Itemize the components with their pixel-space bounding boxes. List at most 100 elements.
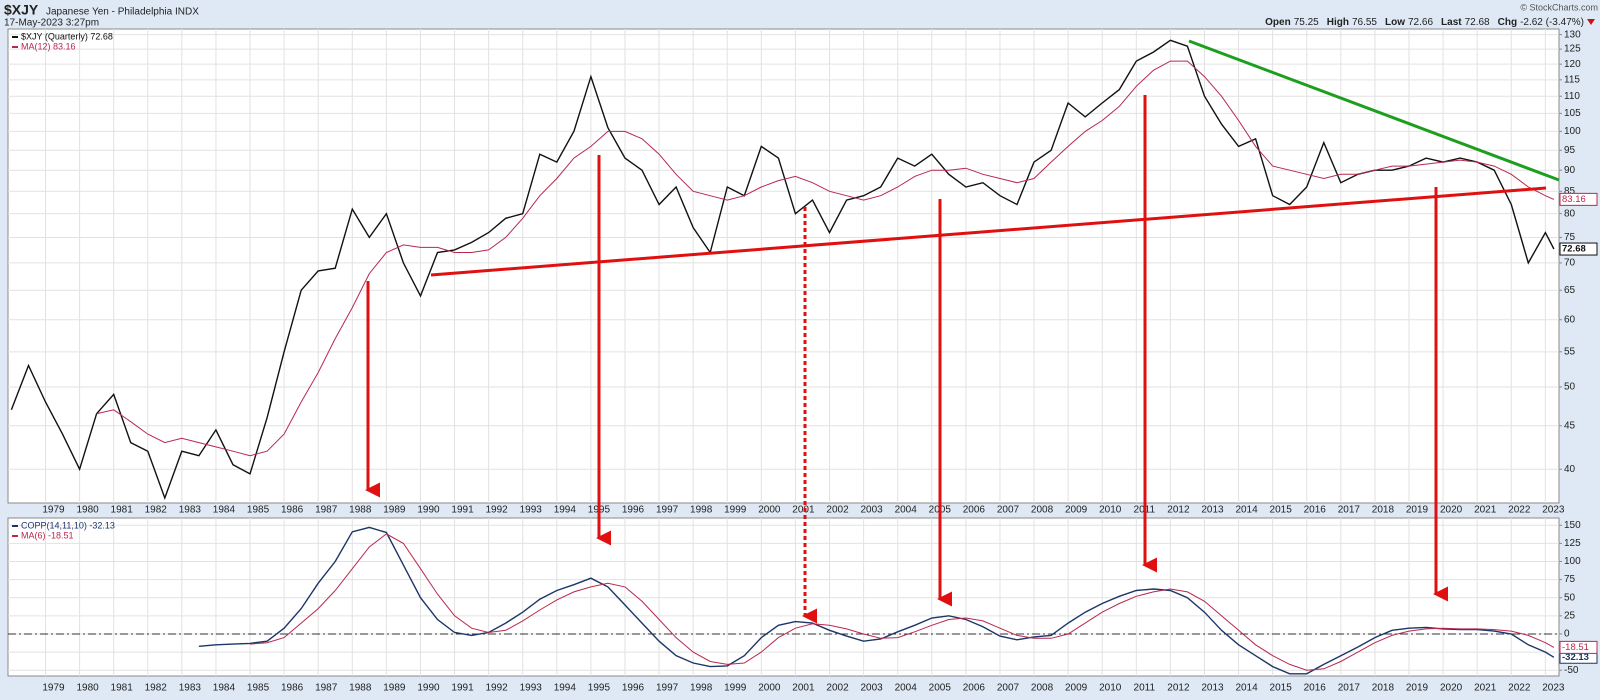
symbol: $XJY [4, 2, 39, 18]
legend-label: MA(12) 83.16 [21, 41, 76, 51]
x-tick-label: 2011 [1134, 683, 1156, 694]
value-tag: -32.13 [1562, 652, 1589, 663]
x-tick-label: 1989 [383, 505, 406, 516]
x-tick-label: 1991 [451, 683, 474, 694]
x-tick-label: 1981 [111, 505, 134, 516]
x-tick-label: 2014 [1235, 683, 1258, 694]
y-tick-label: -50 [1564, 665, 1579, 676]
x-tick-label: 1998 [690, 505, 713, 516]
y-tick-label: 25 [1564, 610, 1576, 621]
y-tick-label: 150 [1564, 520, 1581, 531]
x-tick-label: 2020 [1440, 683, 1463, 694]
y-tick-label: 125 [1564, 538, 1581, 549]
y-tick-label: 55 [1564, 346, 1576, 357]
value-tag-box [1559, 640, 1598, 654]
y-tick-label: 90 [1564, 165, 1576, 176]
x-tick-label: 2017 [1338, 683, 1361, 694]
x-tick-label: 2006 [963, 683, 986, 694]
legend-label: MA(6) -18.51 [21, 530, 74, 540]
x-tick-label: 2019 [1406, 683, 1429, 694]
quote-label: High [1327, 17, 1349, 28]
x-tick-label: 1996 [622, 683, 645, 694]
x-tick-label: 1980 [76, 505, 99, 516]
y-tick-label: 100 [1564, 126, 1581, 137]
value-tag: 83.16 [1562, 194, 1586, 205]
annotations [365, 39, 1560, 624]
x-tick-label: 1981 [111, 683, 134, 694]
y-tick-label: 50 [1564, 592, 1576, 603]
value-tag-box [1559, 192, 1598, 206]
x-tick-label: 2007 [997, 683, 1020, 694]
date: 17-May-2023 3:27pm [4, 18, 99, 29]
trend-line [1188, 39, 1560, 182]
series-line [198, 526, 1555, 675]
x-tick-label: 2021 [1474, 505, 1497, 516]
x-tick-label: 2016 [1304, 683, 1327, 694]
y-tick-label: 70 [1564, 258, 1576, 269]
x-tick-label: 1999 [724, 505, 747, 516]
quote-label: Low [1385, 17, 1405, 28]
x-tick-label: 1986 [281, 505, 304, 516]
x-tick-label: 1990 [417, 505, 440, 516]
quote: Open 75.25 High 76.55 Low 72.66 Last 72.68 Chg -2… [1265, 17, 1584, 28]
quote-value: -2.62 (-3.47%) [1520, 17, 1584, 28]
x-tick-label: 2021 [1474, 683, 1497, 694]
y-tick-label: 100 [1564, 556, 1581, 567]
x-tick-label: 1986 [281, 683, 304, 694]
quote-value: 72.66 [1408, 17, 1433, 28]
y-tick-label: 130 [1564, 29, 1581, 40]
x-tick-label: 2002 [826, 505, 849, 516]
x-tick-label: 2018 [1372, 505, 1395, 516]
x-tick-label: 2004 [895, 683, 918, 694]
price-panel [7, 28, 1560, 504]
x-tick-label: 2010 [1099, 505, 1122, 516]
x-tick-label: 2016 [1304, 505, 1327, 516]
x-tick-label: 1993 [520, 683, 543, 694]
x-tick-label: 1989 [383, 683, 406, 694]
copyright: © StockCharts.com [1520, 2, 1598, 12]
x-tick-label: 2014 [1235, 505, 1258, 516]
x-tick-label: 1985 [247, 683, 270, 694]
trend-line [430, 186, 1547, 277]
x-tick-label: 2020 [1440, 505, 1463, 516]
down-icon [1587, 19, 1595, 25]
x-tick-label: 1988 [349, 505, 372, 516]
y-tick-label: 75 [1564, 232, 1576, 243]
x-tick-label: 1993 [520, 505, 543, 516]
x-tick-label: 1983 [179, 505, 202, 516]
x-tick-label: 2008 [1031, 505, 1054, 516]
x-tick-label: 1988 [349, 683, 372, 694]
x-tick-label: 2000 [758, 683, 781, 694]
y-tick-label: 0 [1564, 629, 1570, 640]
x-tick-label: 2012 [1167, 505, 1190, 516]
x-tick-label: 1987 [315, 683, 338, 694]
x-tick-label: 1992 [486, 683, 509, 694]
x-tick-label: 1983 [179, 683, 202, 694]
x-tick-label: 2015 [1270, 505, 1293, 516]
x-tick-label: 2012 [1167, 683, 1190, 694]
quote-value: 76.55 [1352, 17, 1377, 28]
x-tick-label: 2017 [1338, 505, 1361, 516]
x-tick-label: 2019 [1406, 505, 1429, 516]
series-line [10, 39, 1555, 501]
y-tick-label: 80 [1564, 208, 1576, 219]
y-tick-label: 125 [1564, 44, 1581, 55]
title: Japanese Yen - Philadelphia INDX [46, 7, 199, 18]
x-tick-label: 2001 [792, 683, 815, 694]
x-tick-label: 2002 [826, 683, 849, 694]
x-tick-label: 1998 [690, 683, 713, 694]
x-tick-label: 2000 [758, 505, 781, 516]
x-tick-label: 1991 [451, 505, 474, 516]
x-tick-label: 2008 [1031, 683, 1054, 694]
x-tick-label: 2006 [963, 505, 986, 516]
x-tick-label: 1994 [554, 505, 577, 516]
x-tick-label: 2003 [860, 683, 883, 694]
y-tick-label: 85 [1564, 186, 1576, 197]
x-tick-label: 1987 [315, 505, 338, 516]
x-tick-label: 2004 [895, 505, 918, 516]
x-tick-label: 2018 [1372, 683, 1395, 694]
x-tick-label: 2022 [1508, 683, 1531, 694]
x-tick-label: 2015 [1270, 683, 1293, 694]
y-tick-label: 45 [1564, 420, 1576, 431]
quote-value: 72.68 [1465, 17, 1490, 28]
